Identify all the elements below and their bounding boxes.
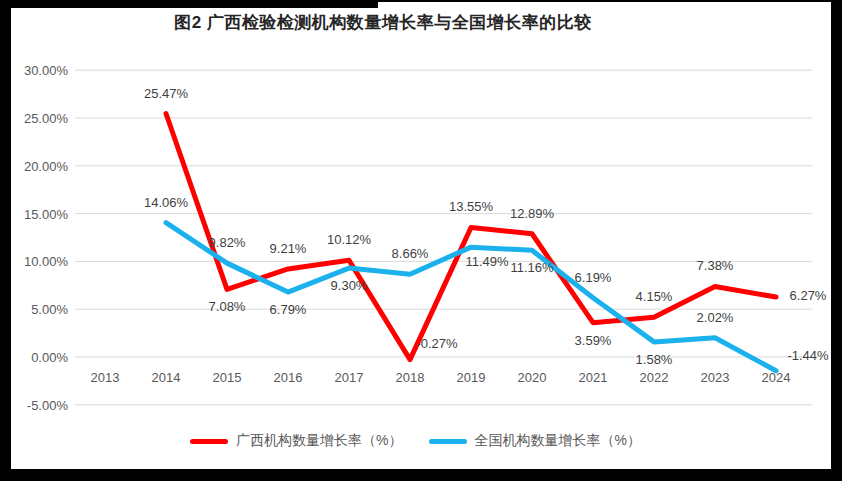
plot-area	[0, 0, 842, 481]
data-label: 2.02%	[697, 309, 734, 324]
data-label: 6.79%	[270, 302, 307, 317]
data-label: 6.19%	[575, 269, 612, 284]
y-axis-tick-label: 20.00%	[8, 158, 68, 173]
data-label: 6.27%	[790, 288, 827, 303]
x-axis-tick-label: 2024	[748, 370, 804, 385]
data-label: 9.30%	[331, 278, 368, 293]
x-axis-tick-label: 2021	[565, 370, 621, 385]
y-axis-tick-label: 30.00%	[8, 63, 68, 78]
y-axis-tick-label: 15.00%	[8, 206, 68, 221]
data-label: 10.12%	[327, 232, 371, 247]
data-label: 9.21%	[270, 240, 307, 255]
x-axis-tick-label: 2022	[626, 370, 682, 385]
national-series-swatch	[429, 439, 467, 444]
x-axis-tick-label: 2015	[199, 370, 255, 385]
series-line-0	[166, 114, 776, 360]
legend-item-guangxi: 广西机构数量增长率（%）	[190, 432, 402, 450]
x-axis-tick-label: 2016	[260, 370, 316, 385]
series-line-1	[166, 223, 776, 371]
chart-figure: 图2 广西检验检测机构数量增长率与全国增长率的比较 30.00%25.00%20…	[0, 0, 842, 481]
legend: 广西机构数量增长率（%） 全国机构数量增长率（%）	[0, 432, 831, 450]
data-label: 14.06%	[144, 194, 188, 209]
data-label: 7.08%	[209, 299, 246, 314]
national-series-label: 全国机构数量增长率（%）	[475, 432, 641, 450]
data-label: -0.27%	[416, 335, 457, 350]
y-axis-tick-label: 25.00%	[8, 111, 68, 126]
data-label: 11.49%	[465, 254, 508, 269]
data-label: -1.44%	[787, 347, 828, 362]
data-label: 13.55%	[449, 199, 493, 214]
x-axis-tick-label: 2019	[443, 370, 499, 385]
y-axis-tick-label: -5.00%	[8, 397, 68, 412]
x-axis-tick-label: 2017	[321, 370, 377, 385]
guangxi-series-swatch	[190, 439, 228, 444]
data-label: 25.47%	[144, 85, 188, 100]
y-axis-tick-label: 5.00%	[8, 302, 68, 317]
data-label: 3.59%	[575, 332, 612, 347]
y-axis-tick-label: 0.00%	[8, 350, 68, 365]
x-axis-tick-label: 2014	[138, 370, 194, 385]
x-axis-tick-label: 2013	[77, 370, 133, 385]
data-label: 4.15%	[636, 289, 673, 304]
data-label: 1.58%	[636, 351, 673, 366]
data-label: 7.38%	[697, 258, 734, 273]
x-axis-tick-label: 2018	[382, 370, 438, 385]
guangxi-series-label: 广西机构数量增长率（%）	[236, 432, 402, 450]
data-label: 8.66%	[392, 246, 429, 261]
data-label: 9.82%	[209, 235, 246, 250]
data-label: 11.16%	[510, 260, 553, 275]
x-axis-tick-label: 2023	[687, 370, 743, 385]
y-axis-tick-label: 10.00%	[8, 254, 68, 269]
data-label: 12.89%	[510, 205, 554, 220]
x-axis-tick-label: 2020	[504, 370, 560, 385]
legend-item-national: 全国机构数量增长率（%）	[429, 432, 641, 450]
